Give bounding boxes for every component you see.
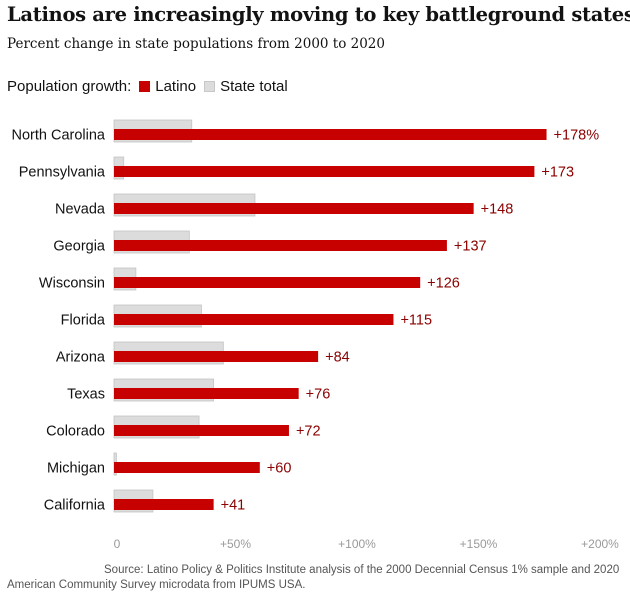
category-label-north-carolina: North Carolina (12, 128, 106, 144)
category-label-pennsylvania: Pennsylvania (19, 165, 106, 181)
category-label-california: California (44, 498, 106, 514)
bar-latino-pennsylvania (114, 166, 535, 177)
value-label-nevada: +148 (481, 202, 514, 218)
source-note: Source: Latino Policy & Politics Institu… (7, 564, 620, 591)
legend-label-state-total: State total (220, 78, 288, 95)
bar-latino-arizona (114, 351, 319, 362)
x-tick-label: +100% (338, 537, 376, 551)
x-tick-label: +150% (460, 537, 498, 551)
bar-latino-colorado (114, 425, 289, 436)
x-tick-label: +200% (581, 537, 619, 551)
value-label-pennsylvania: +173 (541, 165, 574, 181)
bar-latino-wisconsin (114, 277, 421, 288)
category-label-arizona: Arizona (56, 350, 106, 366)
value-label-wisconsin: +126 (427, 276, 460, 292)
chart-title: Latinos are increasingly moving to key b… (7, 3, 630, 26)
legend-heading: Population growth: (7, 78, 132, 95)
value-label-colorado: +72 (296, 424, 321, 440)
value-label-california: +41 (221, 498, 246, 514)
value-label-florida: +115 (400, 313, 432, 329)
value-label-texas: +76 (306, 387, 331, 403)
bar-latino-california (114, 499, 214, 510)
legend: Population growth: Latino State total (7, 78, 288, 95)
x-tick-label: 0 (114, 537, 121, 551)
category-label-michigan: Michigan (47, 461, 105, 477)
bar-latino-nevada (114, 203, 474, 214)
bar-latino-north-carolina (114, 129, 547, 140)
bar-latino-michigan (114, 462, 260, 473)
category-label-colorado: Colorado (46, 424, 105, 440)
value-label-georgia: +137 (454, 239, 487, 255)
legend-label-latino: Latino (155, 78, 197, 95)
bar-latino-texas (114, 388, 299, 399)
value-label-michigan: +60 (267, 461, 292, 477)
category-label-georgia: Georgia (53, 239, 106, 255)
x-tick-label: +50% (220, 537, 251, 551)
bar-latino-florida (114, 314, 394, 325)
value-label-north-carolina: +178% (554, 128, 600, 144)
legend-swatch-latino (139, 81, 151, 92)
chart-subtitle: Percent change in state populations from… (7, 36, 385, 52)
category-label-nevada: Nevada (55, 202, 106, 218)
legend-swatch-state-total (204, 81, 216, 92)
value-label-arizona: +84 (325, 350, 350, 366)
bar-latino-georgia (114, 240, 447, 251)
category-label-florida: Florida (61, 313, 106, 329)
category-label-wisconsin: Wisconsin (39, 276, 105, 292)
category-label-texas: Texas (67, 387, 105, 403)
